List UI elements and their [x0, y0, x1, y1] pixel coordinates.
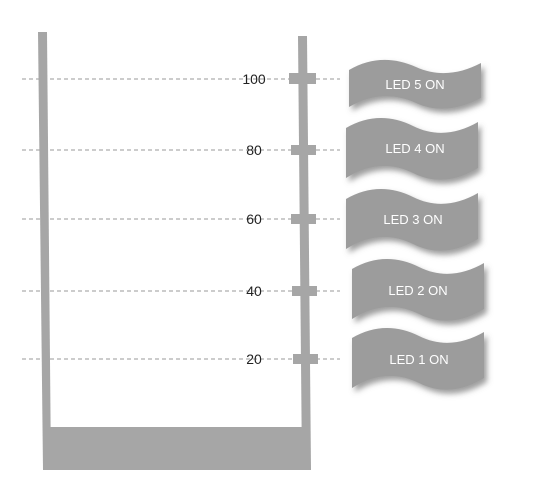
- level-label-60: 60: [246, 211, 262, 227]
- flag-shape: [346, 188, 478, 251]
- tank-bottom: [43, 427, 311, 470]
- level-lines: [22, 78, 340, 360]
- level-labels: 100 80 60 40 20: [242, 71, 266, 367]
- sensor-tick-20: [293, 354, 318, 364]
- sensor-tick-80: [291, 145, 316, 155]
- led-flag-2: LED 2 ON: [352, 258, 484, 321]
- sensor-ticks: [289, 73, 318, 364]
- level-label-100: 100: [242, 71, 266, 87]
- flag-label: LED 5 ON: [385, 77, 444, 92]
- level-label-80: 80: [246, 142, 262, 158]
- flag-label: LED 2 ON: [388, 283, 447, 298]
- sensor-tick-40: [292, 286, 317, 296]
- sensor-tick-100: [289, 73, 316, 84]
- led-flags: LED 5 ON LED 4 ON LED 3 ON LED 2 ON LED …: [346, 59, 484, 390]
- flag-label: LED 4 ON: [385, 141, 444, 156]
- tank-right-wall: [298, 36, 311, 470]
- level-label-20: 20: [246, 351, 262, 367]
- flag-shape: [352, 258, 484, 321]
- level-label-40: 40: [246, 283, 262, 299]
- flag-shape: [352, 327, 484, 390]
- tank-left-wall: [38, 32, 51, 470]
- flag-label: LED 1 ON: [389, 352, 448, 367]
- flag-shape: [349, 59, 481, 109]
- led-flag-1: LED 1 ON: [352, 327, 484, 390]
- tank: [38, 32, 311, 470]
- flag-shape: [346, 117, 478, 180]
- led-flag-4: LED 4 ON: [346, 117, 478, 180]
- sensor-tick-60: [291, 214, 316, 224]
- flag-label: LED 3 ON: [383, 212, 442, 227]
- led-flag-5: LED 5 ON: [349, 59, 481, 109]
- led-flag-3: LED 3 ON: [346, 188, 478, 251]
